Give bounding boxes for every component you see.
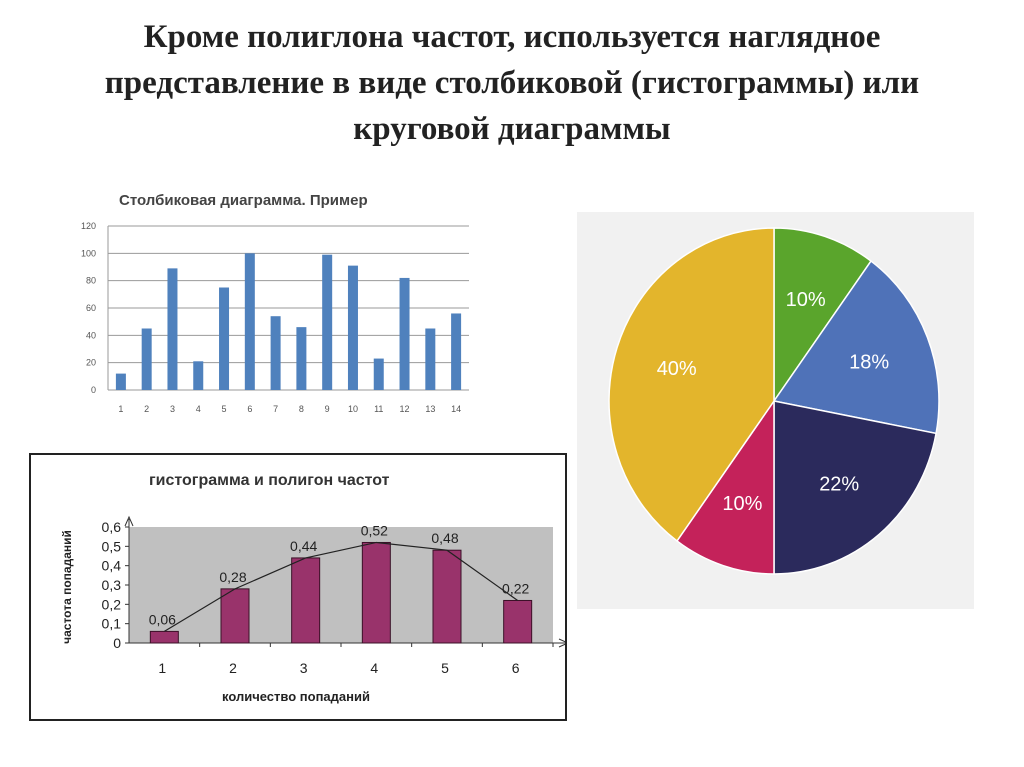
bar-xtick-label: 13 [425,404,435,414]
bar [425,328,436,390]
histogram-bar [291,557,321,644]
bar-xtick-label: 5 [222,404,227,414]
bar [219,287,230,390]
bar-xtick-label: 8 [299,404,304,414]
histogram-svg: гистограмма и полигон частот частота поп… [60,472,565,704]
bar-xtick-label: 2 [144,404,149,414]
histogram-xtick-label: 1 [158,660,166,676]
bar [270,316,281,390]
histogram-bar [149,630,179,644]
bar [296,327,307,390]
pie-slice [773,227,873,404]
bar-xtick-label: 3 [170,404,175,414]
pie-slice [773,400,937,575]
histogram-plot-area [129,527,553,643]
bar-chart-title: Столбиковая диаграмма. Пример [119,192,368,209]
bar [399,277,410,390]
histogram-ytick-label: 0 [113,635,121,651]
histogram-bar [361,541,391,644]
bar-xtick-label: 7 [273,404,278,414]
pie-chart: 10% 18% 22% 10% 40% [577,212,974,609]
histogram-title: гистограмма и полигон частот [149,472,390,489]
bar-xtick-label: 6 [247,404,252,414]
histogram-ytick-label: 0,2 [102,596,122,612]
histogram-value-label: 0,52 [361,522,388,538]
histogram-bar [432,549,462,644]
pie-slice [608,227,775,543]
histogram-xtick-label: 2 [229,660,237,676]
histogram-chart: гистограмма и полигон частот частота поп… [29,453,567,721]
pie-slice [675,398,775,575]
bar-xtick-label: 4 [196,404,201,414]
histogram-value-label: 0,28 [219,569,246,585]
frequency-polygon-line [164,541,519,632]
bar-ytick-label: 100 [81,248,96,258]
histogram-yaxis-arrow [124,515,134,527]
bar [347,265,358,390]
bar-ytick-label: 120 [81,221,96,231]
pie-slice-label: 40% [657,358,697,380]
histogram-bar [220,588,250,644]
histogram-xtick-label: 5 [441,660,449,676]
histogram-xtick-label: 6 [512,660,520,676]
pie-slice-label: 22% [819,474,859,496]
histogram-ytick-label: 0,1 [102,616,122,632]
pie-chart-svg: 10% 18% 22% 10% 40% [608,227,940,575]
bar-xtick-label: 1 [118,404,123,414]
histogram-ytick-label: 0,6 [102,519,122,535]
pie-slice-label: 10% [786,289,826,311]
bar [322,254,333,390]
histogram-ytick-label: 0,3 [102,577,122,593]
bar [193,361,204,390]
bar-ytick-label: 0 [91,385,96,395]
histogram-value-label: 0,48 [431,530,458,546]
bar-xtick-label: 9 [325,404,330,414]
histogram-xtick-label: 4 [370,660,378,676]
bar-ytick-label: 60 [86,303,96,313]
bar [141,328,152,390]
pie-slice [772,259,940,435]
histogram-bar [503,599,533,644]
histogram-xlabel: количество попаданий [222,689,370,704]
histogram-ylabel: частота попаданий [60,530,74,644]
bar-ytick-label: 40 [86,330,96,340]
bar-xtick-label: 11 [374,404,383,414]
histogram-ytick-label: 0,5 [102,538,122,554]
pie-slice-label: 18% [849,352,889,374]
bar-ytick-label: 20 [86,358,96,368]
histogram-xaxis-arrow [558,638,565,648]
pie-slice-label: 10% [722,493,762,515]
slide-title: Кроме полиглона частот, используется наг… [104,19,920,147]
bar-xtick-label: 14 [451,404,461,414]
bar [451,313,462,390]
histogram-value-label: 0,44 [290,538,317,554]
bar-xtick-label: 10 [348,404,358,414]
bar-xtick-label: 12 [400,404,410,414]
histogram-value-label: 0,22 [502,580,529,596]
histogram-ytick-label: 0,4 [102,558,122,574]
histogram-value-label: 0,06 [149,611,176,627]
bar [373,358,384,390]
histogram-xtick-label: 3 [300,660,308,676]
bar [167,268,178,390]
bar [115,373,126,390]
bar [244,253,255,390]
bar-ytick-label: 80 [86,276,96,286]
